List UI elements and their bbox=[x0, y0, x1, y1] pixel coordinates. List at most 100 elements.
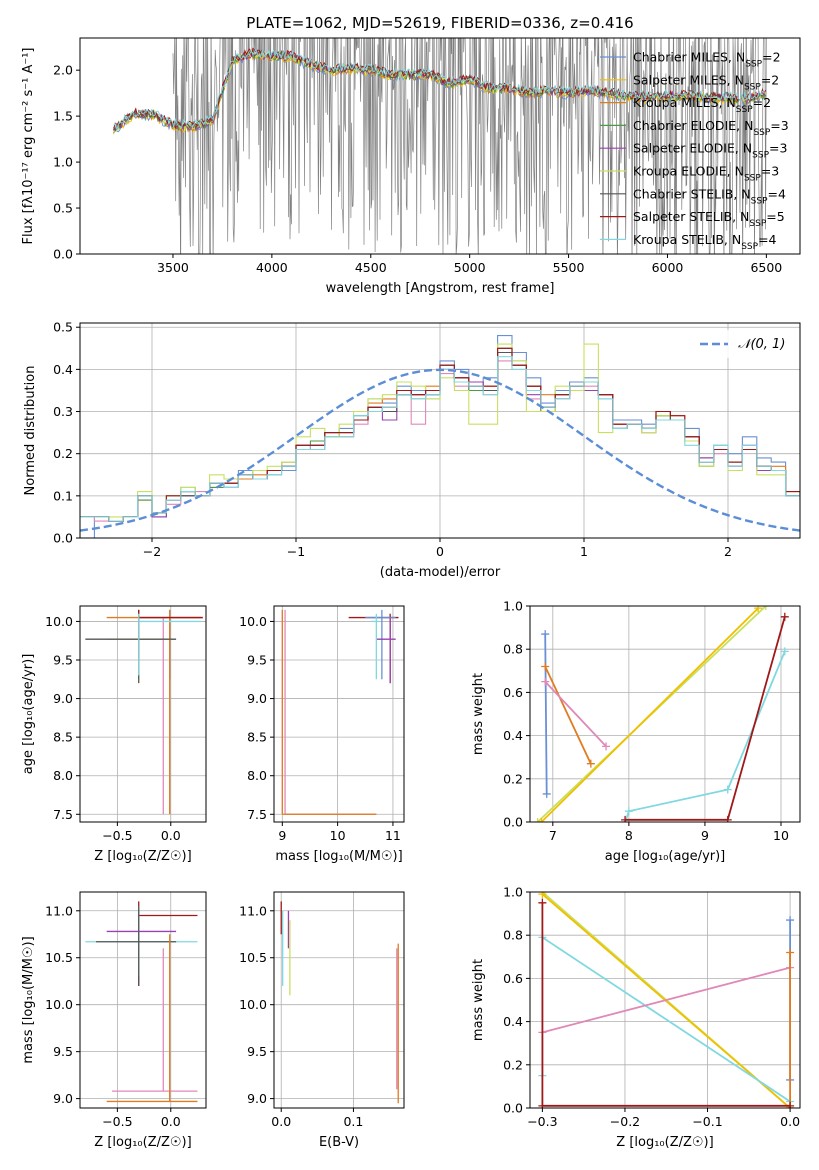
mass-weight-point bbox=[541, 677, 550, 686]
axes-frame bbox=[79, 37, 801, 255]
mass-weight-point bbox=[533, 818, 542, 822]
mass-weight-point bbox=[761, 606, 770, 610]
plot-area bbox=[113, 38, 767, 254]
y-tick-label: 1.5 bbox=[53, 109, 73, 124]
y-tick-label: 9.0 bbox=[53, 1091, 73, 1106]
mass-weight-point bbox=[602, 742, 611, 751]
y-tick-label: 11.0 bbox=[45, 903, 73, 918]
y-tick-label: 0.5 bbox=[53, 201, 73, 216]
chart-panel-6: −0.5 0.0 9.0 9.5 10.0 10.5 11.0 Z [log₁₀(Z/Z☉)]… bbox=[21, 891, 207, 1150]
y-tick-label: 0.2 bbox=[503, 771, 523, 786]
mass-weight-point bbox=[723, 815, 732, 822]
x-axis-label: Z [log₁₀(Z/Z☉)] bbox=[94, 849, 191, 864]
x-tick-label: −0.2 bbox=[610, 1114, 640, 1129]
chart-panel-1: 3500 4000 4500 5000 5500 6000 6500 0.0 0.5 1.0 1.5… bbox=[21, 37, 801, 296]
x-axis-label: mass [log₁₀(M/M☉)] bbox=[275, 849, 402, 864]
mass-weight-series-line bbox=[544, 634, 548, 794]
y-tick-label: 0.3 bbox=[53, 404, 73, 419]
y-tick-label: 11.0 bbox=[239, 903, 267, 918]
y-tick-label: 9.5 bbox=[53, 1044, 73, 1059]
axes-frame bbox=[79, 322, 801, 539]
mass-weight-point bbox=[541, 662, 550, 671]
y-tick-label: 8.5 bbox=[53, 730, 73, 745]
x-tick-label: 6000 bbox=[652, 260, 684, 275]
x-tick-label: 0.0 bbox=[161, 1114, 181, 1129]
mass-weight-series-line bbox=[544, 666, 592, 765]
y-tick-label: 2.0 bbox=[53, 63, 73, 78]
x-tick-label: 11 bbox=[385, 828, 401, 843]
x-tick-label: 0.0 bbox=[271, 1114, 291, 1129]
y-tick-label: 9.5 bbox=[247, 653, 267, 668]
y-tick-label: 0.4 bbox=[53, 362, 73, 377]
histogram-series-line bbox=[80, 347, 800, 522]
y-tick-label: 0.5 bbox=[53, 320, 73, 335]
figure-title: PLATE=1062, MJD=52619, FIBERID=0336, z=0… bbox=[246, 14, 633, 32]
observed-spectrum-line bbox=[172, 38, 767, 254]
legend-label: Kroupa MILES, NSSP=2 bbox=[633, 95, 771, 115]
y-axis-label: age [log₁₀(age/yr)] bbox=[21, 654, 36, 775]
model-spectrum-line bbox=[113, 48, 766, 131]
mass-weight-point bbox=[786, 1101, 795, 1108]
y-tick-label: 8.0 bbox=[53, 768, 73, 783]
x-tick-label: 6500 bbox=[750, 260, 782, 275]
mass-weight-point bbox=[538, 898, 547, 907]
mass-weight-point bbox=[541, 630, 550, 639]
legend-label: Chabrier STELIB, NSSP=4 bbox=[633, 186, 786, 206]
y-tick-label: 0.0 bbox=[53, 531, 73, 546]
normal-distribution-curve bbox=[80, 368, 800, 532]
y-tick-label: 1.0 bbox=[503, 599, 523, 614]
mass-weight-point bbox=[538, 892, 547, 899]
y-tick-label: 0.2 bbox=[53, 446, 73, 461]
mass-weight-series-line bbox=[544, 680, 607, 748]
legend-label: Salpeter MILES, NSSP=2 bbox=[633, 72, 779, 92]
y-tick-label: 9.5 bbox=[53, 653, 73, 668]
histogram-series-line bbox=[80, 347, 800, 522]
y-tick-label: 9.0 bbox=[247, 1091, 267, 1106]
plot-area bbox=[533, 606, 789, 822]
mass-weight-point bbox=[786, 916, 795, 925]
plot-area bbox=[280, 901, 399, 1104]
histogram-series-line bbox=[80, 335, 800, 538]
y-axis-label: mass [log₁₀(M/M☉)] bbox=[21, 936, 36, 1063]
x-axis-label: wavelength [Angstrom, rest frame] bbox=[326, 281, 555, 296]
y-axis-label: mass weight bbox=[471, 959, 486, 1041]
mass-weight-point bbox=[537, 818, 546, 822]
mass-weight-series-line bbox=[541, 935, 791, 1103]
axes-frame bbox=[273, 891, 405, 1109]
x-tick-label: 0 bbox=[436, 544, 444, 559]
mass-weight-point bbox=[542, 789, 551, 798]
x-tick-label: 5500 bbox=[553, 260, 585, 275]
x-tick-label: 0.0 bbox=[780, 1114, 800, 1129]
x-tick-label: 4500 bbox=[355, 260, 387, 275]
y-tick-label: 1.0 bbox=[53, 155, 73, 170]
x-tick-label: −0.1 bbox=[692, 1114, 722, 1129]
legend: 𝒩(0, 1) bbox=[688, 330, 794, 358]
axes-frame bbox=[273, 605, 405, 823]
legend-label: Salpeter STELIB, NSSP=5 bbox=[633, 209, 785, 229]
mass-weight-series-line bbox=[541, 893, 791, 1108]
x-axis-label: Z [log₁₀(Z/Z☉)] bbox=[94, 1135, 191, 1150]
histogram-series-line bbox=[80, 347, 800, 522]
mass-weight-series-line bbox=[542, 966, 791, 1034]
x-axis-label: age [log₁₀(age/yr)] bbox=[605, 849, 726, 864]
y-tick-label: 8.5 bbox=[247, 730, 267, 745]
mass-weight-point bbox=[621, 815, 630, 822]
legend-label: Kroupa STELIB, NSSP=4 bbox=[633, 232, 777, 252]
y-tick-label: 0.8 bbox=[503, 928, 523, 943]
legend-label: Chabrier ELODIE, NSSP=3 bbox=[633, 118, 789, 138]
mass-weight-point bbox=[754, 606, 763, 613]
x-tick-label: 2 bbox=[724, 544, 732, 559]
y-tick-label: 8.0 bbox=[247, 768, 267, 783]
mass-weight-point bbox=[786, 948, 795, 957]
axes-frame bbox=[79, 891, 207, 1109]
x-tick-label: 8 bbox=[625, 828, 633, 843]
mass-weight-point bbox=[586, 759, 595, 768]
y-tick-label: 0.4 bbox=[503, 728, 523, 743]
legend-label: Chabrier MILES, NSSP=2 bbox=[633, 50, 781, 70]
y-tick-label: 0.0 bbox=[503, 815, 523, 830]
mass-weight-point bbox=[538, 1101, 547, 1108]
histogram-series-line bbox=[80, 356, 800, 522]
x-tick-label: 7 bbox=[549, 828, 557, 843]
legend-label: Salpeter ELODIE, NSSP=3 bbox=[633, 141, 787, 161]
